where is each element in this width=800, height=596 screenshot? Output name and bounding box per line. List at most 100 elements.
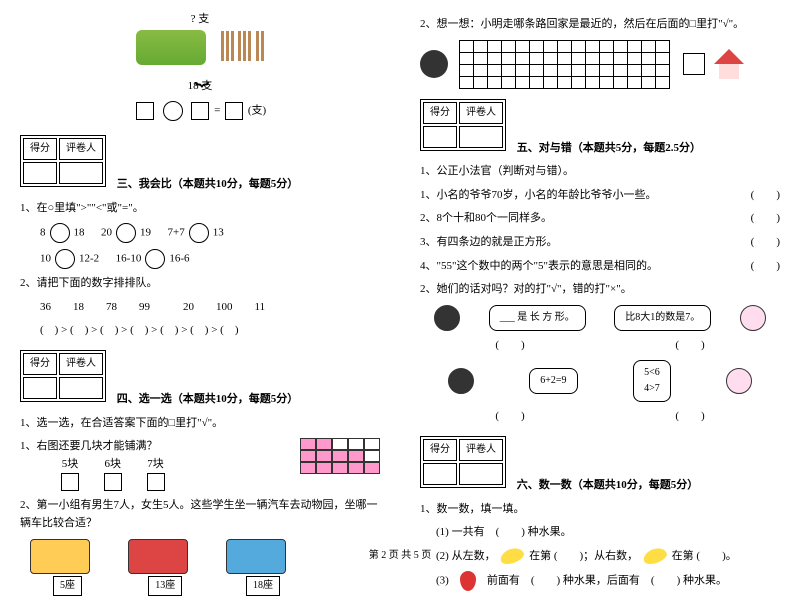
blank-box[interactable] <box>225 102 243 120</box>
unit-label: (支) <box>248 105 266 117</box>
compare-circle[interactable] <box>189 223 209 243</box>
compare-circle[interactable] <box>145 249 165 269</box>
paren-blank[interactable]: ( ) <box>675 408 704 426</box>
seat-label[interactable]: 5座 <box>53 576 82 596</box>
speech-bubble: ___ 是 长 方 形。 <box>489 305 586 331</box>
maze-question: 2、想一想：小明走哪条路回家是最近的，然后在后面的□里打"√"。 <box>420 16 780 34</box>
num: 18 <box>74 227 85 239</box>
s6-q1: 1、数一数，填一填。 <box>420 501 780 519</box>
compare-circle[interactable] <box>55 249 75 269</box>
face-icon <box>434 305 460 331</box>
judge-text: 2、8个十和80个一同样多。 <box>420 210 552 228</box>
check-box[interactable] <box>61 473 79 491</box>
judge-item: 3、有四条边的就是正方形。 ( ) <box>420 234 780 252</box>
seat-label[interactable]: 13座 <box>148 576 182 596</box>
check-box[interactable] <box>147 473 165 491</box>
score-box: 得分评卷人 <box>420 436 506 488</box>
number-list: 36 18 78 99 20 100 11 <box>20 299 380 317</box>
paren-blank[interactable]: ( ) <box>495 337 524 355</box>
section-4-title: 四、选一选（本题共10分，每题5分） <box>117 393 299 405</box>
score-box: 得分评卷人 <box>420 99 506 151</box>
num: 19 <box>140 227 151 239</box>
judge-text: 3、有四条边的就是正方形。 <box>420 234 558 252</box>
sticks-image <box>219 31 265 64</box>
s4-q1-text: 1、右图还要几块才能铺满？ <box>20 440 158 452</box>
grader-label: 评卷人 <box>459 102 503 124</box>
judge-item: 2、8个十和80个一同样多。 ( ) <box>420 210 780 228</box>
compare-row-1: 818 2019 7+713 <box>20 223 380 243</box>
tile-question: 1、右图还要几块才能铺满？ 5块 6块 7块 <box>20 438 380 491</box>
s6-sub1: (1) 一共有 ( ) 种水果。 <box>420 524 780 542</box>
opt-a: 5块 <box>62 458 79 470</box>
num: 7+7 <box>168 227 185 239</box>
page-footer: 第 2 页 共 5 页 <box>0 546 800 561</box>
section-3-header: 得分评卷人 三、我会比（本题共10分，每题5分） <box>20 135 380 194</box>
question-label: ? 支 <box>20 10 380 26</box>
num: 16-10 <box>116 253 142 265</box>
score-label: 得分 <box>423 439 457 461</box>
left-column: ? 支 ⏟ 18 支 = (支) <box>0 0 400 545</box>
score-label: 得分 <box>423 102 457 124</box>
paren-blank[interactable]: ( ) <box>751 210 780 228</box>
answer-box[interactable] <box>683 53 705 75</box>
paren-blank[interactable]: ( ) <box>751 234 780 252</box>
maze-grid <box>459 40 670 89</box>
compare-circle[interactable] <box>116 223 136 243</box>
bubble-row-1-ans: ( ) ( ) <box>420 337 780 355</box>
s6-sub3: (3) 前面有 ( ) 种水果，后面有 ( ) 种水果。 <box>420 571 780 591</box>
check-box[interactable] <box>104 473 122 491</box>
s4-intro: 1、选一选，在合适答案下面的□里打"√"。 <box>20 415 380 433</box>
bubble-row-2: 6+2=9 5<6 4>7 <box>420 360 780 402</box>
score-label: 得分 <box>23 138 57 160</box>
bubble-row-2-ans: ( ) ( ) <box>420 408 780 426</box>
order-blanks[interactable]: ( ) > ( ) > ( ) > ( ) > ( ) > ( ) > ( ) <box>20 322 380 340</box>
maze-row <box>420 40 780 89</box>
grader-label: 评卷人 <box>59 138 103 160</box>
section-5-title: 五、对与错（本题共5分，每题2.5分） <box>517 142 701 154</box>
opt-b: 6块 <box>105 458 122 470</box>
compare-row-2: 1012-2 16-1016-6 <box>20 249 380 269</box>
face-icon <box>740 305 766 331</box>
opt-c: 7块 <box>147 458 164 470</box>
num: 20 <box>101 227 112 239</box>
total-label: 18 支 <box>20 77 380 93</box>
paren-blank[interactable]: ( ) <box>751 258 780 276</box>
paren-blank[interactable]: ( ) <box>751 187 780 205</box>
grader-label: 评卷人 <box>459 439 503 461</box>
section-6-title: 六、数一数（本题共10分，每题5分） <box>517 479 699 491</box>
blank-box[interactable] <box>191 102 209 120</box>
face-icon <box>448 368 474 394</box>
s3-q1: 1、在○里填">""<"或"="。 <box>20 200 380 218</box>
speech-bubble: 6+2=9 <box>529 368 577 394</box>
score-box: 得分评卷人 <box>20 135 106 187</box>
judge-text: 1、小名的爷爷70岁，小名的年龄比爷爷小一些。 <box>420 187 657 205</box>
brace-icon: ⏟ <box>20 69 380 77</box>
section-5-header: 得分评卷人 五、对与错（本题共5分，每题2.5分） <box>420 99 780 158</box>
score-label: 得分 <box>23 353 57 375</box>
equation-boxes: = (支) <box>20 101 380 121</box>
s5-q1: 1、公正小法官（判断对与错）。 <box>420 163 780 181</box>
compare-circle[interactable] <box>50 223 70 243</box>
blank-box[interactable] <box>136 102 154 120</box>
s5-q2: 2、她们的话对吗？对的打"√"，错的打"×"。 <box>420 281 780 299</box>
paren-blank[interactable]: ( ) <box>675 337 704 355</box>
bubble-row-1: ___ 是 长 方 形。 比8大1的数是7。 <box>420 305 780 331</box>
s3-q2: 2、请把下面的数字排排队。 <box>20 275 380 293</box>
speech-bubble: 5<6 4>7 <box>633 360 671 402</box>
num: 13 <box>213 227 224 239</box>
operator-circle[interactable] <box>163 101 183 121</box>
pencil-problem: ? 支 ⏟ 18 支 = (支) <box>20 10 380 121</box>
seat-label[interactable]: 18座 <box>246 576 280 596</box>
paren-blank[interactable]: ( ) <box>495 408 524 426</box>
boy-avatar <box>420 50 448 78</box>
section-3-title: 三、我会比（本题共10分，每题5分） <box>117 178 299 190</box>
house-icon <box>709 44 749 84</box>
judge-item: 4、"55"这个数中的两个"5"表示的意思是相同的。 ( ) <box>420 258 780 276</box>
grader-label: 评卷人 <box>59 353 103 375</box>
judge-text: 4、"55"这个数中的两个"5"表示的意思是相同的。 <box>420 258 658 276</box>
score-box: 得分评卷人 <box>20 350 106 402</box>
judge-item: 1、小名的爷爷70岁，小名的年龄比爷爷小一些。 ( ) <box>420 187 780 205</box>
section-4-header: 得分评卷人 四、选一选（本题共10分，每题5分） <box>20 350 380 409</box>
num: 10 <box>40 253 51 265</box>
page: ? 支 ⏟ 18 支 = (支) <box>0 0 800 545</box>
